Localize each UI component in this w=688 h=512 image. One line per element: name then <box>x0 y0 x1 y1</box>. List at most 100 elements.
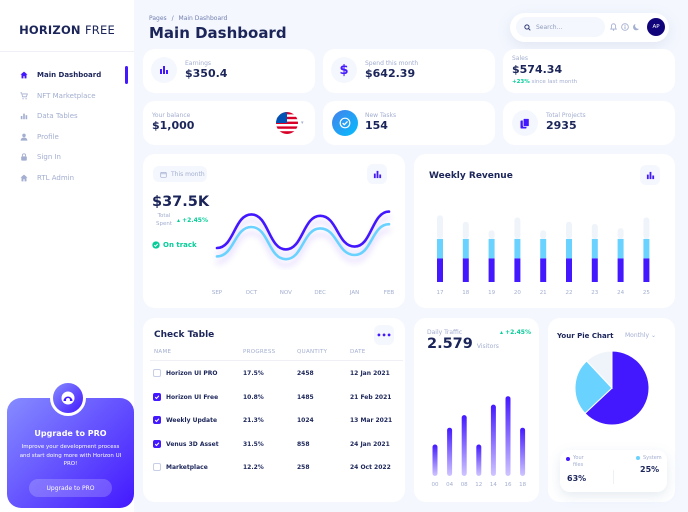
breadcrumb-current[interactable]: Main Dashboard <box>178 15 228 22</box>
check-table-title: Check Table <box>154 330 215 340</box>
revenue-bar-segment <box>437 258 443 282</box>
row-checkbox[interactable] <box>153 369 161 377</box>
home-icon <box>20 71 28 79</box>
x-tick-label: FEB <box>384 290 395 296</box>
sidebar-item-main-dashboard[interactable]: Main Dashboard <box>20 68 134 82</box>
upgrade-button[interactable]: Upgrade to PRO <box>29 479 112 497</box>
x-tick-label: 22 <box>566 290 573 296</box>
cell-quantity: 258 <box>297 464 310 471</box>
revenue-bar-segment <box>540 238 547 259</box>
column-header-quantity[interactable]: QUANTITY <box>297 349 328 355</box>
info-icon[interactable] <box>621 23 629 31</box>
cell-quantity: 858 <box>297 440 310 448</box>
search-input[interactable] <box>536 23 596 31</box>
us-flag-icon[interactable] <box>276 112 298 134</box>
brand-logo[interactable]: HORIZON FREE <box>19 23 115 37</box>
x-tick-label: 12 <box>475 482 482 488</box>
column-header-progress[interactable]: PROGRESS <box>243 349 276 355</box>
line-series-2 <box>215 222 391 261</box>
this-month-button[interactable]: This month <box>153 166 207 182</box>
bar-chart-icon <box>20 113 28 120</box>
column-header-name[interactable]: NAME <box>154 349 172 355</box>
cell-date: 13 Mar 2021 <box>350 417 393 424</box>
cell-progress: 31.5% <box>243 440 264 448</box>
check-table-card <box>143 318 405 502</box>
sales-change: +23% since last month <box>512 79 578 85</box>
row-checkbox[interactable] <box>153 463 161 471</box>
revenue-options-button[interactable] <box>640 165 660 185</box>
check-circle-icon <box>332 110 358 136</box>
cell-quantity: 1485 <box>297 393 314 401</box>
sidebar-item-sign-in[interactable]: Sign In <box>20 150 134 164</box>
daily-traffic-change: ▴ +2.45% <box>500 329 531 336</box>
traffic-bar <box>520 427 526 476</box>
revenue-bar-segment <box>437 215 443 239</box>
traffic-bar <box>447 427 453 476</box>
sales-label: Sales <box>512 55 528 62</box>
total-spent-value: $37.5K <box>152 194 210 210</box>
period-select[interactable]: Monthly ⌄ <box>625 332 656 339</box>
x-tick-label: 04 <box>446 482 453 488</box>
more-options-button[interactable]: ••• <box>374 325 394 345</box>
revenue-bar-segment <box>462 221 469 239</box>
sidebar-item-profile[interactable]: Profile <box>20 130 134 144</box>
revenue-bar-segment <box>540 258 547 282</box>
person-icon <box>20 133 28 141</box>
revenue-bar-segment <box>591 223 598 239</box>
spend-label: Spend this month <box>365 60 419 67</box>
calendar-icon <box>160 171 167 178</box>
sidebar-divider <box>0 51 134 52</box>
sidebar-item-nft-marketplace[interactable]: NFT Marketplace <box>20 89 134 103</box>
legend-dot <box>636 456 640 460</box>
breadcrumb: Pages / Main Dashboard <box>149 15 228 22</box>
daily-traffic-unit: Visitors <box>476 343 499 350</box>
on-track-status: On track <box>152 241 197 249</box>
weekly-revenue-bar-chart: 17 18 19 20 21 22 23 24 25 <box>437 215 650 296</box>
cell-date: 12 Jan 2021 <box>350 370 390 377</box>
search-bar <box>516 17 605 37</box>
bar-chart-icon <box>373 170 381 178</box>
row-checkbox[interactable] <box>153 416 161 424</box>
line-series-1 <box>215 210 391 251</box>
bell-icon[interactable] <box>609 23 617 31</box>
legend-divider <box>613 470 614 484</box>
cell-name: Venus 3D Asset <box>166 440 219 448</box>
legend-dot <box>566 457 570 461</box>
daily-traffic-label: Daily Traffic <box>427 329 463 336</box>
daily-traffic-value-row: 2.579 Visitors <box>427 336 499 352</box>
pie-slice <box>584 350 650 426</box>
revenue-bar-segment <box>617 258 624 282</box>
chart-options-button[interactable] <box>367 164 387 184</box>
revenue-bar-segment <box>617 238 624 259</box>
revenue-bar-segment <box>591 258 598 282</box>
sidebar-item-rtl-admin[interactable]: RTL Admin <box>20 171 134 185</box>
sales-card <box>503 49 675 93</box>
revenue-bar-segment <box>643 238 650 259</box>
horizon-badge-icon <box>50 380 86 416</box>
traffic-bar <box>461 415 467 476</box>
row-checkbox[interactable] <box>153 439 161 448</box>
x-tick-label: 17 <box>437 290 444 296</box>
traffic-bar <box>505 396 511 476</box>
x-tick-label: 14 <box>490 482 497 488</box>
search-icon <box>524 23 531 31</box>
x-tick-label: OCT <box>246 290 258 296</box>
breadcrumb-pages-link[interactable]: Pages <box>149 15 167 22</box>
revenue-bar-segment <box>617 228 624 239</box>
x-tick-label: SEP <box>212 290 223 296</box>
active-indicator <box>125 66 128 84</box>
column-header-date[interactable]: DATE <box>350 349 366 355</box>
earnings-value: $350.4 <box>185 67 228 80</box>
x-tick-label: 18 <box>462 290 469 296</box>
traffic-bar <box>432 444 438 476</box>
your-files-percent: 63% <box>567 474 587 483</box>
check-icon <box>154 394 160 399</box>
avatar[interactable]: AP <box>647 18 665 36</box>
upgrade-text: Improve your development process and sta… <box>19 444 122 468</box>
sidebar-item-data-tables[interactable]: Data Tables <box>20 109 134 123</box>
pie-chart <box>574 350 650 426</box>
chevron-down-icon[interactable]: ▾ <box>301 120 304 126</box>
pie-slice <box>574 360 613 415</box>
moon-icon[interactable] <box>633 23 641 31</box>
row-checkbox[interactable] <box>153 392 161 401</box>
